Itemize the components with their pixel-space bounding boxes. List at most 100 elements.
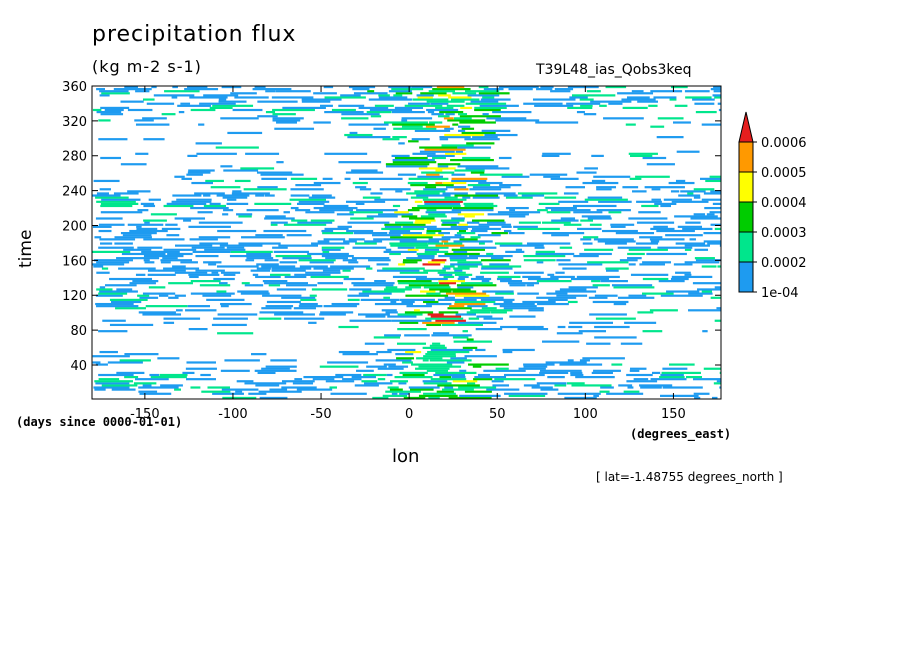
heatmap-streak <box>402 261 418 264</box>
heatmap-streak <box>348 86 376 89</box>
heatmap-streak <box>593 175 631 178</box>
heatmap-streak <box>670 86 688 89</box>
heatmap-streak <box>422 380 448 383</box>
x-axis-units: (degrees_east) <box>630 427 732 441</box>
heatmap-streak <box>294 378 303 381</box>
heatmap-streak <box>93 179 120 183</box>
heatmap-streak <box>427 313 444 316</box>
heatmap-streak <box>680 190 706 193</box>
heatmap-streak <box>472 196 500 199</box>
heatmap-streak <box>216 194 250 197</box>
y-tick-label: 80 <box>70 324 87 339</box>
heatmap-streak <box>226 246 245 249</box>
heatmap-streak <box>669 98 677 101</box>
heatmap-streak <box>497 211 541 214</box>
heatmap-streak <box>536 296 577 299</box>
heatmap-streak <box>559 288 587 291</box>
heatmap-streak <box>584 198 628 201</box>
heatmap-streak <box>166 234 180 237</box>
heatmap-streak <box>454 273 473 276</box>
heatmap-streak <box>355 186 367 189</box>
heatmap-streak <box>94 388 106 391</box>
heatmap-streak <box>121 252 166 256</box>
heatmap-streak <box>548 298 568 301</box>
heatmap-streak <box>338 325 359 329</box>
heatmap-streak <box>238 215 252 218</box>
heatmap-streak <box>335 373 362 377</box>
heatmap-streak <box>630 154 653 158</box>
heatmap-streak <box>678 194 701 197</box>
heatmap-streak <box>346 229 374 233</box>
heatmap-streak <box>372 234 401 237</box>
heatmap-streak <box>431 113 444 116</box>
heatmap-streak <box>135 90 150 93</box>
heatmap-streak <box>508 282 540 285</box>
heatmap-streak <box>426 323 442 327</box>
heatmap-streak <box>415 277 448 281</box>
heatmap-streak <box>415 246 449 249</box>
heatmap-streak <box>439 110 464 114</box>
heatmap-streak <box>100 106 130 110</box>
heatmap-streak <box>387 348 416 352</box>
heatmap-streak <box>582 242 593 245</box>
heatmap-streak <box>224 359 260 362</box>
heatmap-streak <box>454 194 499 197</box>
heatmap-streak <box>394 156 428 160</box>
heatmap-streak <box>263 229 307 233</box>
heatmap-streak <box>319 104 333 107</box>
heatmap-streak <box>123 248 152 251</box>
heatmap-streak <box>291 219 308 222</box>
heatmap-streak <box>234 96 269 99</box>
heatmap-streak <box>404 334 430 337</box>
heatmap-streak <box>464 355 497 358</box>
heatmap-streak <box>227 198 237 201</box>
heatmap-streak <box>475 327 503 331</box>
heatmap-streak <box>646 163 675 166</box>
x-tick-label: -100 <box>218 407 248 422</box>
heatmap-streak <box>137 294 150 297</box>
heatmap-streak <box>353 92 388 95</box>
heatmap-streak <box>656 229 695 233</box>
heatmap-streak <box>366 215 398 218</box>
heatmap-streak <box>148 198 161 201</box>
heatmap-streak <box>366 365 387 368</box>
heatmap-streak <box>269 388 288 391</box>
heatmap-streak <box>262 294 302 297</box>
heatmap-streak <box>452 206 494 210</box>
heatmap-streak <box>600 386 614 389</box>
heatmap-streak <box>261 265 296 268</box>
heatmap-streak <box>271 269 306 272</box>
heatmap-streak <box>190 386 201 389</box>
heatmap-streak <box>362 290 405 293</box>
heatmap-streak <box>359 188 372 191</box>
heatmap-streak <box>573 211 603 214</box>
heatmap-streak <box>390 244 429 247</box>
heatmap-streak <box>480 271 509 274</box>
heatmap-streak <box>353 232 388 235</box>
heatmap-streak <box>199 284 231 287</box>
heatmap-streak <box>407 209 420 212</box>
heatmap-streak <box>147 273 176 276</box>
heatmap-streak <box>606 392 644 395</box>
heatmap-streak <box>470 277 492 281</box>
heatmap-streak <box>272 108 315 112</box>
x-tick-label: 100 <box>573 407 598 422</box>
heatmap-streak <box>546 292 568 295</box>
heatmap-streak <box>307 252 349 256</box>
heatmap-streak <box>462 330 468 333</box>
heatmap-streak <box>297 221 333 224</box>
heatmap-streak <box>458 223 468 226</box>
heatmap-streak <box>596 209 631 212</box>
heatmap-streak <box>451 248 486 251</box>
heatmap-streak <box>499 305 537 308</box>
heatmap-streak <box>93 265 104 268</box>
heatmap-streak <box>261 177 287 180</box>
heatmap-streak <box>653 225 668 228</box>
heatmap-streak <box>256 267 271 270</box>
heatmap-streak <box>712 202 721 205</box>
heatmap-streak <box>453 250 468 253</box>
heatmap-streak <box>543 175 561 178</box>
heatmap-streak <box>163 321 175 324</box>
heatmap-streak <box>610 225 626 228</box>
heatmap-streak <box>665 234 703 237</box>
